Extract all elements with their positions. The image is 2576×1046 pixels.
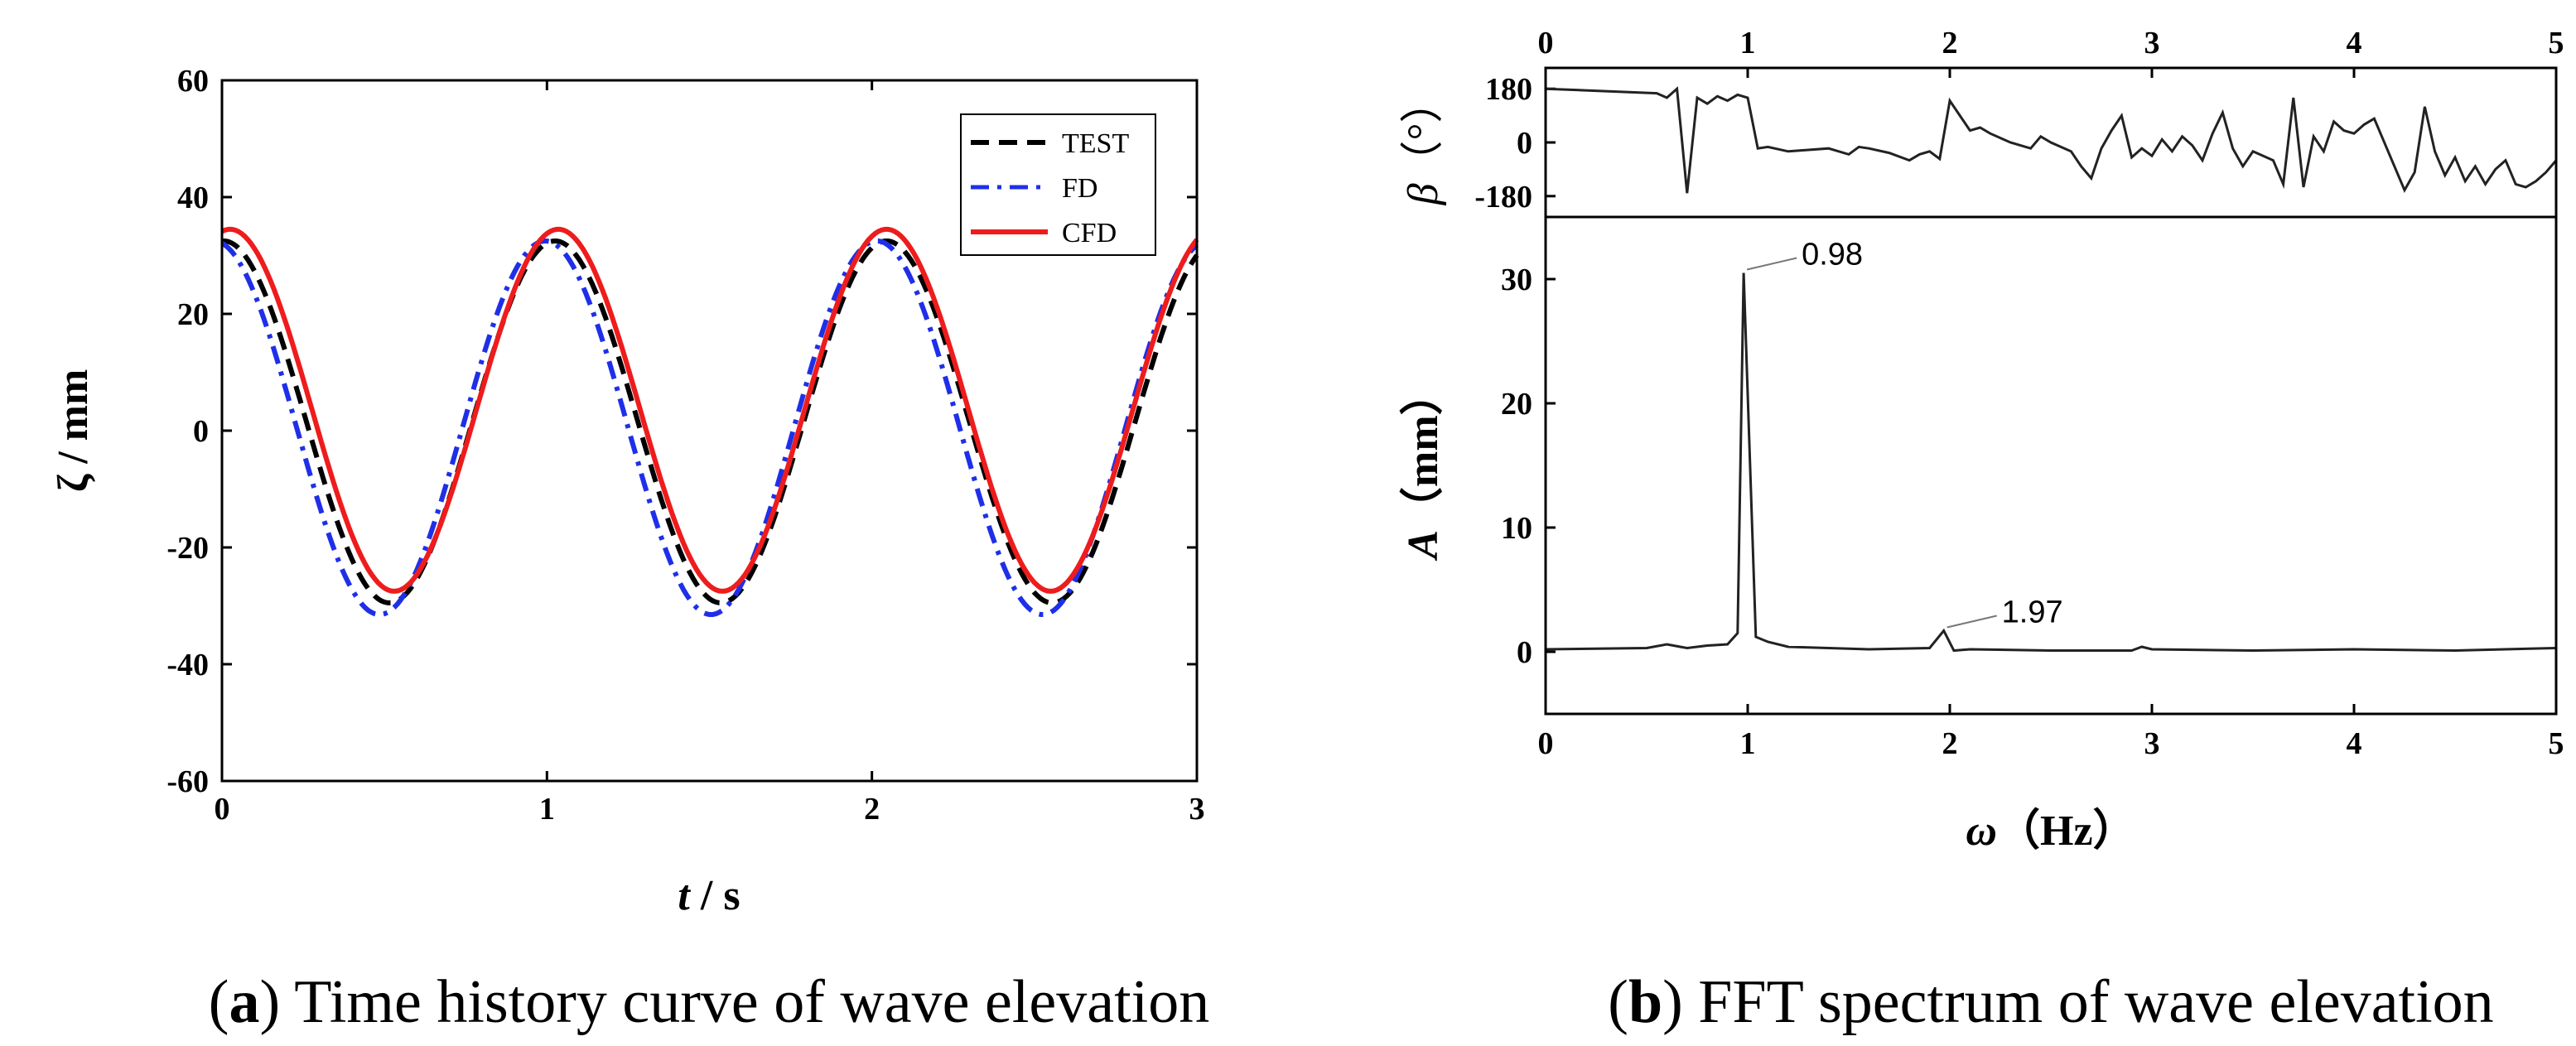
- legend-label-cfd: CFD: [1062, 218, 1117, 248]
- panel-b-xtick-label-top: 5: [2549, 26, 2564, 60]
- panel-a-caption: (a) Time history curve of wave elevation: [209, 968, 1209, 1036]
- panel-b-caption-label: b: [1628, 968, 1662, 1036]
- panel-a-ytick-label: -20: [166, 531, 209, 566]
- panel-a-caption-text: Time history curve of wave elevation: [280, 968, 1209, 1036]
- panel-b-xtick-label-bottom: 2: [1942, 726, 1958, 761]
- amp-ytick-label: 30: [1501, 263, 1532, 297]
- panel-b-xtick-label-top: 2: [1942, 26, 1958, 60]
- panel-a-xlabel-unit: / s: [690, 872, 740, 919]
- panel-a-series: [220, 226, 1199, 617]
- phase-ylabel-unit: （°）: [1400, 80, 1447, 184]
- phase-ytick-label: 180: [1485, 72, 1532, 107]
- panel-a-ytick-label: 60: [177, 64, 209, 99]
- panel-a-xtick-label: 3: [1189, 792, 1205, 827]
- amp-ytick-label: 0: [1517, 635, 1532, 670]
- panel-a-ytick-label: 40: [177, 181, 209, 215]
- panel-a-xtick-label: 1: [539, 792, 555, 827]
- annotation-leader-line: [1746, 257, 1797, 271]
- annotation-label: 0.98: [1802, 238, 1863, 272]
- panel-a-ytick-label: -40: [166, 648, 209, 682]
- series-line-fd: [220, 239, 1199, 617]
- amp-ylabel-var: A: [1400, 530, 1447, 562]
- panel-a-xtick-label: 2: [864, 792, 880, 827]
- panel-a-frame: [220, 79, 1199, 783]
- amplitude-series-line: [1545, 272, 2557, 653]
- panel-b-xlabel-var: ω: [1966, 807, 1997, 855]
- panel-a-xlabel: t / s: [678, 872, 740, 919]
- panel-b-xlabel-unit: （Hz）: [1997, 807, 2136, 855]
- series-line-test: [222, 239, 1199, 605]
- phase-ytick-label: -180: [1474, 180, 1532, 215]
- panel-b-amp-ylabel: A（mm）: [1399, 372, 1447, 561]
- panel-b-xtick-label-top: 3: [2144, 26, 2160, 60]
- panel-a-time-history: 0 1 2 3 -60 -40 -20 0 20 40 60 ζ / mm t / s TEST F…: [50, 64, 1209, 1036]
- panel-b-caption-text: FFT spectrum of wave elevation: [1683, 968, 2494, 1036]
- panel-b-xtick-label-bottom: 0: [1538, 726, 1554, 761]
- legend-label-test: TEST: [1062, 128, 1129, 159]
- panel-b-xtick-label-top: 1: [1740, 26, 1756, 60]
- amp-ytick-label: 10: [1501, 511, 1532, 546]
- panel-a-xlabel-var: t: [678, 872, 691, 919]
- phase-series-line: [1545, 86, 2558, 194]
- legend-label-fd: FD: [1062, 173, 1097, 204]
- panel-a-xtick-label: 0: [215, 792, 230, 827]
- amp-ylabel-unit: （mm）: [1399, 372, 1447, 530]
- amp-ytick-label: 20: [1501, 387, 1532, 422]
- panel-b-xtick-label-bottom: 4: [2347, 726, 2362, 761]
- panel-b-caption: (b) FFT spectrum of wave elevation: [1608, 968, 2493, 1036]
- panel-a-ticks: 0 1 2 3 -60 -40 -20 0 20 40 60: [166, 64, 1204, 827]
- panel-a-legend: TEST FD CFD: [960, 113, 1156, 256]
- phase-ytick-label: 0: [1517, 126, 1532, 161]
- annotation-leader-line: [1946, 615, 1997, 629]
- panel-b-xtick-label-top: 0: [1538, 26, 1554, 60]
- panel-b-xtick-label-top: 4: [2347, 26, 2362, 60]
- panel-b-series: [1545, 86, 2558, 653]
- panel-a-ytick-label: 0: [193, 414, 209, 449]
- annotation-label: 1.97: [2002, 595, 2063, 630]
- panel-b-xtick-label-bottom: 3: [2144, 726, 2160, 761]
- panel-a-caption-label: a: [229, 968, 259, 1036]
- panel-b-xtick-label-bottom: 5: [2549, 726, 2564, 761]
- series-line-cfd: [220, 226, 1199, 594]
- panel-b-xlabel: ω（Hz）: [1966, 807, 2135, 855]
- panel-b-annotations: 0.98 1.97: [1746, 238, 2063, 630]
- panel-b-xtick-label-bottom: 1: [1740, 726, 1756, 761]
- panel-b-phase-ylabel: β（°）: [1400, 80, 1447, 206]
- panel-b-amplitude-frame: [1544, 215, 2558, 716]
- panel-a-ytick-label: -60: [166, 764, 209, 799]
- panel-a-ylabel: ζ / mm: [50, 369, 97, 493]
- phase-ylabel-var: β: [1400, 183, 1447, 205]
- panel-a-ytick-label: 20: [177, 297, 209, 332]
